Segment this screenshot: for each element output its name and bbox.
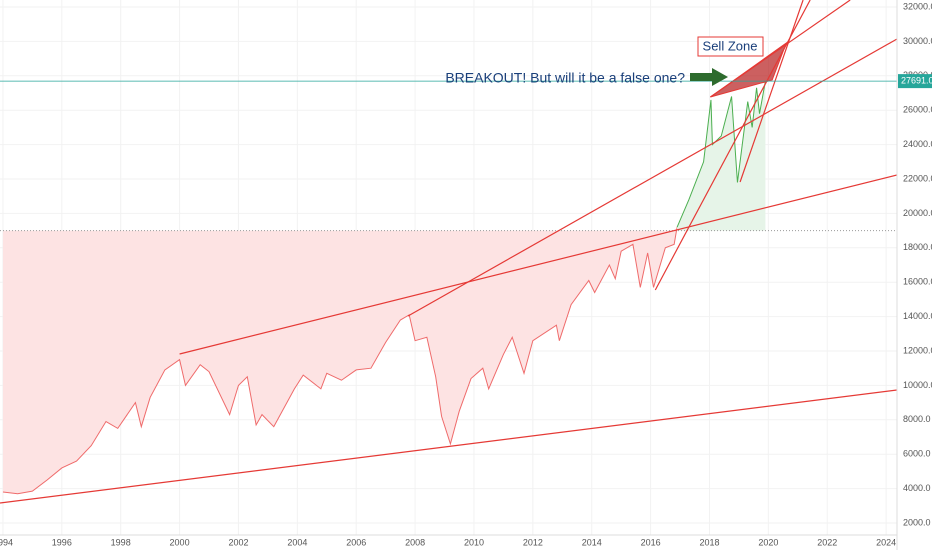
area (2, 227, 678, 494)
x-tick-label: 2002 (228, 537, 248, 547)
x-tick-label: 2016 (641, 537, 661, 547)
price-tag-label: 27691.0 (901, 75, 932, 85)
y-tick-label: 6000.0 (903, 449, 931, 459)
x-tick-label: 2018 (699, 537, 719, 547)
y-tick-label: 32000.0 (903, 1, 932, 11)
x-tick-label: 1996 (52, 537, 72, 547)
x-tick-label: 2000 (170, 537, 190, 547)
price-line (2, 227, 678, 495)
y-tick-label: 4000.0 (903, 483, 931, 493)
y-tick-label: 24000.0 (903, 139, 932, 149)
area (677, 81, 766, 231)
y-tick-label: 26000.0 (903, 105, 932, 115)
y-tick-label: 8000.0 (903, 414, 931, 424)
sell-zone-label: Sell Zone (703, 38, 758, 53)
x-tick-label: 2020 (758, 537, 778, 547)
arrow (690, 68, 728, 86)
x-tick-label: 2014 (582, 537, 602, 547)
y-tick-label: 16000.0 (903, 277, 932, 287)
trendline (179, 174, 897, 355)
x-tick-label: 2024 (876, 537, 896, 547)
x-tick-label: 2022 (817, 537, 837, 547)
y-tick-label: 14000.0 (903, 311, 932, 321)
sell-zone-box (697, 36, 764, 57)
y-tick-label: 10000.0 (903, 380, 932, 390)
x-tick-label: 2004 (287, 537, 307, 547)
x-tick-label: 2010 (464, 537, 484, 547)
x-tick-label: 1998 (111, 537, 131, 547)
price-line (676, 81, 766, 228)
x-tick-label: 2006 (346, 537, 366, 547)
y-tick-label: 30000.0 (903, 36, 932, 46)
trendline (654, 0, 811, 291)
x-tick-label: 1994 (0, 537, 13, 547)
y-tick-label: 20000.0 (903, 208, 932, 218)
trendline (0, 389, 897, 504)
y-tick-label: 2000.0 (903, 517, 931, 527)
plot-area (0, 0, 897, 535)
x-tick-label: 2008 (405, 537, 425, 547)
price-tag (898, 74, 932, 89)
y-tick-label: 22000.0 (903, 173, 932, 183)
y-tick-label: 12000.0 (903, 345, 932, 355)
annotation: BREAKOUT! But will it be a false one? (445, 70, 685, 86)
trendline (407, 38, 897, 317)
x-tick-label: 2012 (523, 537, 543, 547)
trendline (739, 0, 804, 183)
y-tick-label: 18000.0 (903, 242, 932, 252)
